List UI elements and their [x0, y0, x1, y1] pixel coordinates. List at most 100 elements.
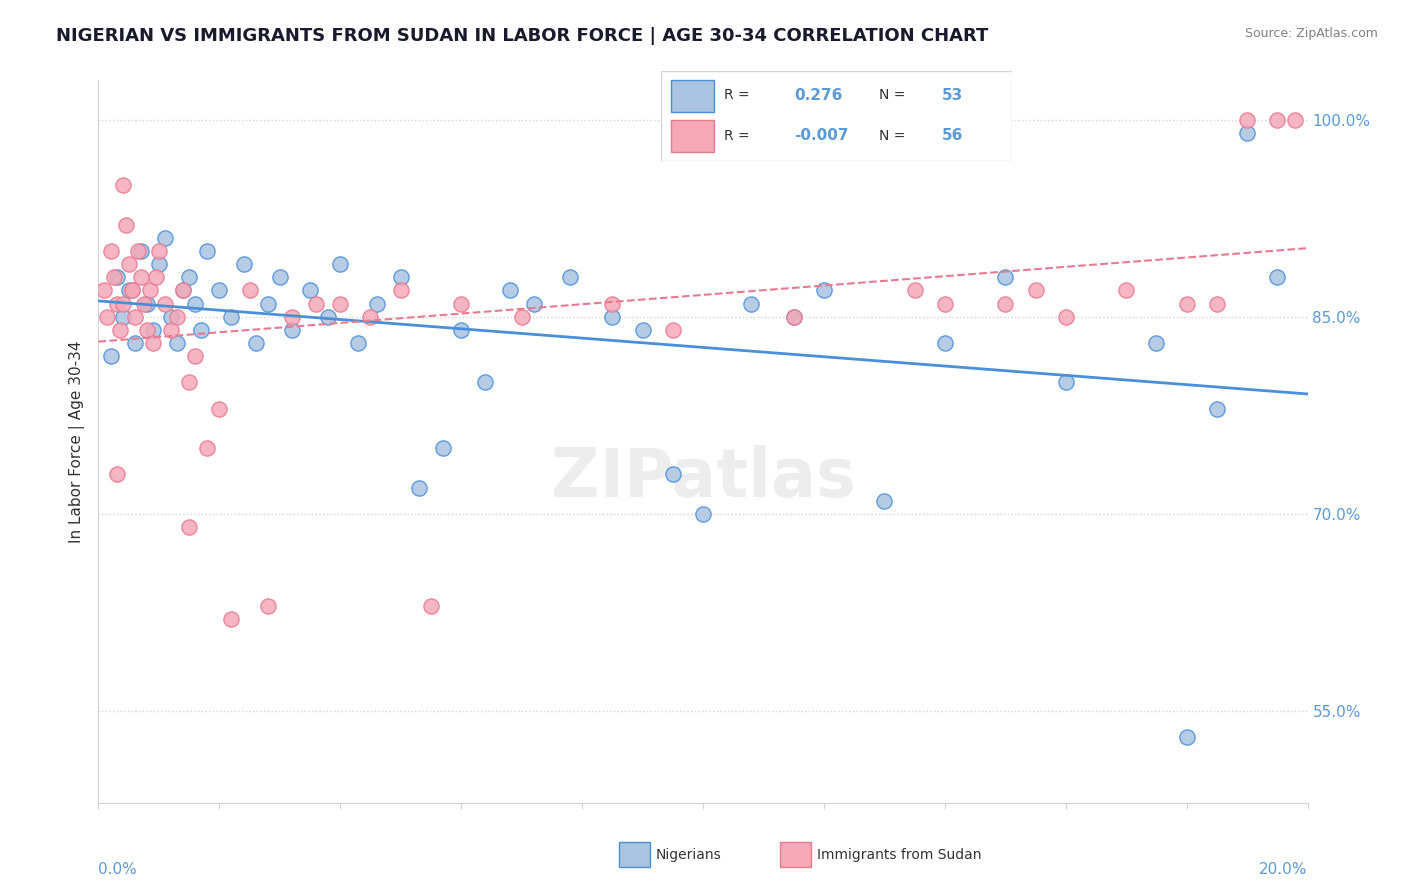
Point	[111, 178, 134, 193]
Point	[934, 296, 956, 310]
Point	[934, 336, 956, 351]
Point	[179, 376, 201, 390]
Point	[142, 323, 165, 337]
Text: Immigrants from Sudan: Immigrants from Sudan	[817, 847, 981, 862]
Point	[692, 507, 714, 521]
Point	[179, 270, 201, 285]
Point	[135, 323, 157, 337]
Point	[245, 336, 267, 351]
Text: 0.276: 0.276	[794, 88, 842, 103]
Point	[740, 296, 762, 310]
Point	[166, 310, 188, 324]
Point	[558, 270, 581, 285]
Point	[124, 336, 146, 351]
Text: -0.007: -0.007	[794, 128, 849, 143]
Point	[184, 296, 207, 310]
Text: NIGERIAN VS IMMIGRANTS FROM SUDAN IN LABOR FORCE | AGE 30-34 CORRELATION CHART: NIGERIAN VS IMMIGRANTS FROM SUDAN IN LAB…	[56, 27, 988, 45]
Text: Source: ZipAtlas.com: Source: ZipAtlas.com	[1244, 27, 1378, 40]
Point	[103, 270, 125, 285]
Point	[389, 270, 412, 285]
Point	[783, 310, 806, 324]
Point	[602, 296, 624, 310]
Point	[132, 296, 155, 310]
Point	[195, 244, 218, 258]
Point	[498, 284, 520, 298]
Point	[432, 441, 454, 455]
Point	[148, 244, 170, 258]
Point	[195, 441, 218, 455]
Point	[1024, 284, 1046, 298]
Point	[153, 231, 176, 245]
Point	[166, 336, 188, 351]
Point	[148, 257, 170, 271]
Point	[1236, 112, 1258, 127]
Point	[1267, 112, 1289, 127]
Point	[105, 270, 128, 285]
Point	[281, 310, 304, 324]
Point	[256, 599, 278, 613]
Point	[190, 323, 212, 337]
Point	[450, 296, 472, 310]
Point	[661, 467, 683, 482]
Point	[994, 296, 1017, 310]
Point	[1054, 310, 1077, 324]
Point	[316, 310, 339, 324]
Point	[474, 376, 496, 390]
Point	[299, 284, 322, 298]
Point	[1175, 296, 1198, 310]
Point	[408, 481, 430, 495]
Point	[96, 310, 118, 324]
Point	[269, 270, 291, 285]
Point	[93, 284, 115, 298]
Bar	[619, 842, 650, 867]
Bar	[671, 120, 713, 152]
Point	[160, 310, 183, 324]
Point	[111, 310, 134, 324]
Point	[783, 310, 806, 324]
Point	[105, 296, 128, 310]
Point	[239, 284, 262, 298]
Text: 0.0%: 0.0%	[98, 862, 138, 877]
Point	[1175, 730, 1198, 744]
Point	[1206, 401, 1229, 416]
Point	[602, 310, 624, 324]
Point	[631, 323, 654, 337]
Point	[305, 296, 328, 310]
Bar	[671, 80, 713, 112]
Point	[118, 284, 141, 298]
Text: N =: N =	[879, 88, 905, 103]
Point	[100, 244, 122, 258]
Point	[114, 218, 136, 232]
Point	[904, 284, 927, 298]
Point	[360, 310, 382, 324]
Point	[124, 310, 146, 324]
Point	[121, 284, 143, 298]
Point	[208, 284, 231, 298]
Point	[160, 323, 183, 337]
Point	[172, 284, 194, 298]
Point	[329, 296, 352, 310]
Point	[994, 270, 1017, 285]
Point	[389, 284, 412, 298]
Text: 56: 56	[942, 128, 963, 143]
Point	[179, 520, 201, 534]
Y-axis label: In Labor Force | Age 30-34: In Labor Force | Age 30-34	[69, 340, 84, 543]
Point	[142, 336, 165, 351]
Text: ZIPatlas: ZIPatlas	[551, 445, 855, 510]
Point	[420, 599, 443, 613]
Point	[523, 296, 546, 310]
Point	[145, 270, 167, 285]
Text: 20.0%: 20.0%	[1260, 862, 1308, 877]
Point	[111, 296, 134, 310]
Point	[329, 257, 352, 271]
Point	[661, 323, 683, 337]
Text: R =: R =	[724, 128, 749, 143]
Point	[153, 296, 176, 310]
Point	[450, 323, 472, 337]
FancyBboxPatch shape	[661, 71, 1012, 161]
Point	[118, 257, 141, 271]
Point	[221, 310, 243, 324]
Point	[813, 284, 835, 298]
Point	[100, 349, 122, 363]
Point	[105, 467, 128, 482]
